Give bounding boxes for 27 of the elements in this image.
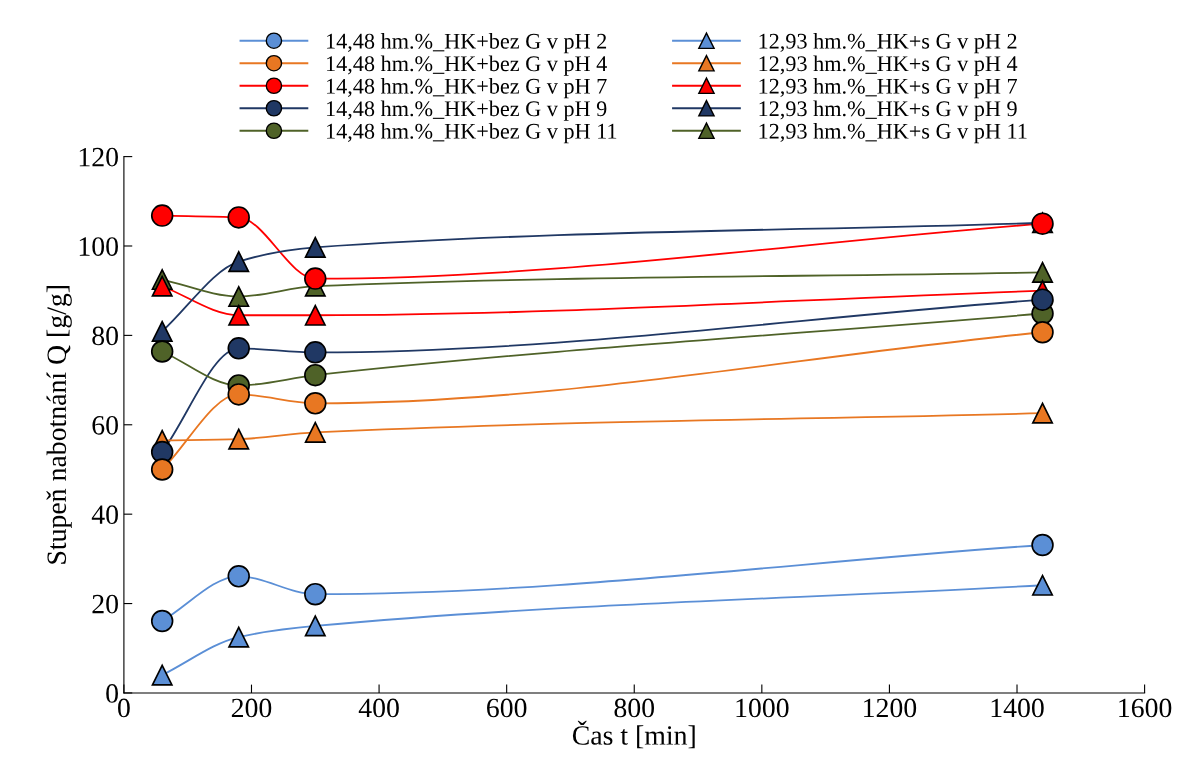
y-tick-label: 20 [92, 594, 118, 614]
x-tick-label: 1400 [991, 698, 1044, 718]
legend-label: 14,48 hm.%_HK+bez G v pH 9 [326, 100, 607, 121]
legend-label: 12,93 hm.%_HK+s G v pH 2 [759, 33, 1017, 54]
y-tick-label: 60 [92, 415, 118, 435]
y-tick-label: 40 [91, 505, 118, 525]
x-tick-label: 600 [487, 698, 527, 718]
y-axis-title: Stupeň nabotnání Q [g/g] [46, 286, 72, 564]
x-tick-label: 400 [358, 698, 399, 718]
legend-label: 14,48 hm.%_HK+bez G v pH 11 [326, 123, 617, 144]
legend-label: 14,48 hm.%_HK+bez G v pH 2 [326, 33, 607, 54]
x-axis-title: Čas t [min] [572, 720, 695, 749]
legend-label: 12,93 hm.%_HK+s G v pH 4 [759, 55, 1018, 76]
legend-label: 12,93 hm.%_HK+s G v pH 11 [759, 123, 1027, 144]
x-tick-label: 200 [231, 698, 272, 718]
legend-label: 14,48 hm.%_HK+bez G v pH 7 [326, 78, 607, 99]
legend-label: 12,93 hm.%_HK+s G v pH 9 [759, 100, 1017, 121]
y-tick-label: 120 [79, 147, 118, 167]
legend-label: 12,93 hm.%_HK+s G v pH 7 [759, 78, 1017, 99]
y-tick-label: 80 [92, 326, 118, 346]
y-tick-label: 100 [79, 237, 118, 256]
x-tick-label: 800 [614, 698, 655, 718]
y-tick-label: 0 [106, 684, 118, 703]
legend-label: 14,48 hm.%_HK+bez G v pH 4 [326, 55, 607, 76]
x-tick-label: 1600 [1119, 698, 1172, 718]
x-tick-label: 1000 [736, 698, 789, 718]
x-tick-label: 1200 [864, 698, 917, 718]
